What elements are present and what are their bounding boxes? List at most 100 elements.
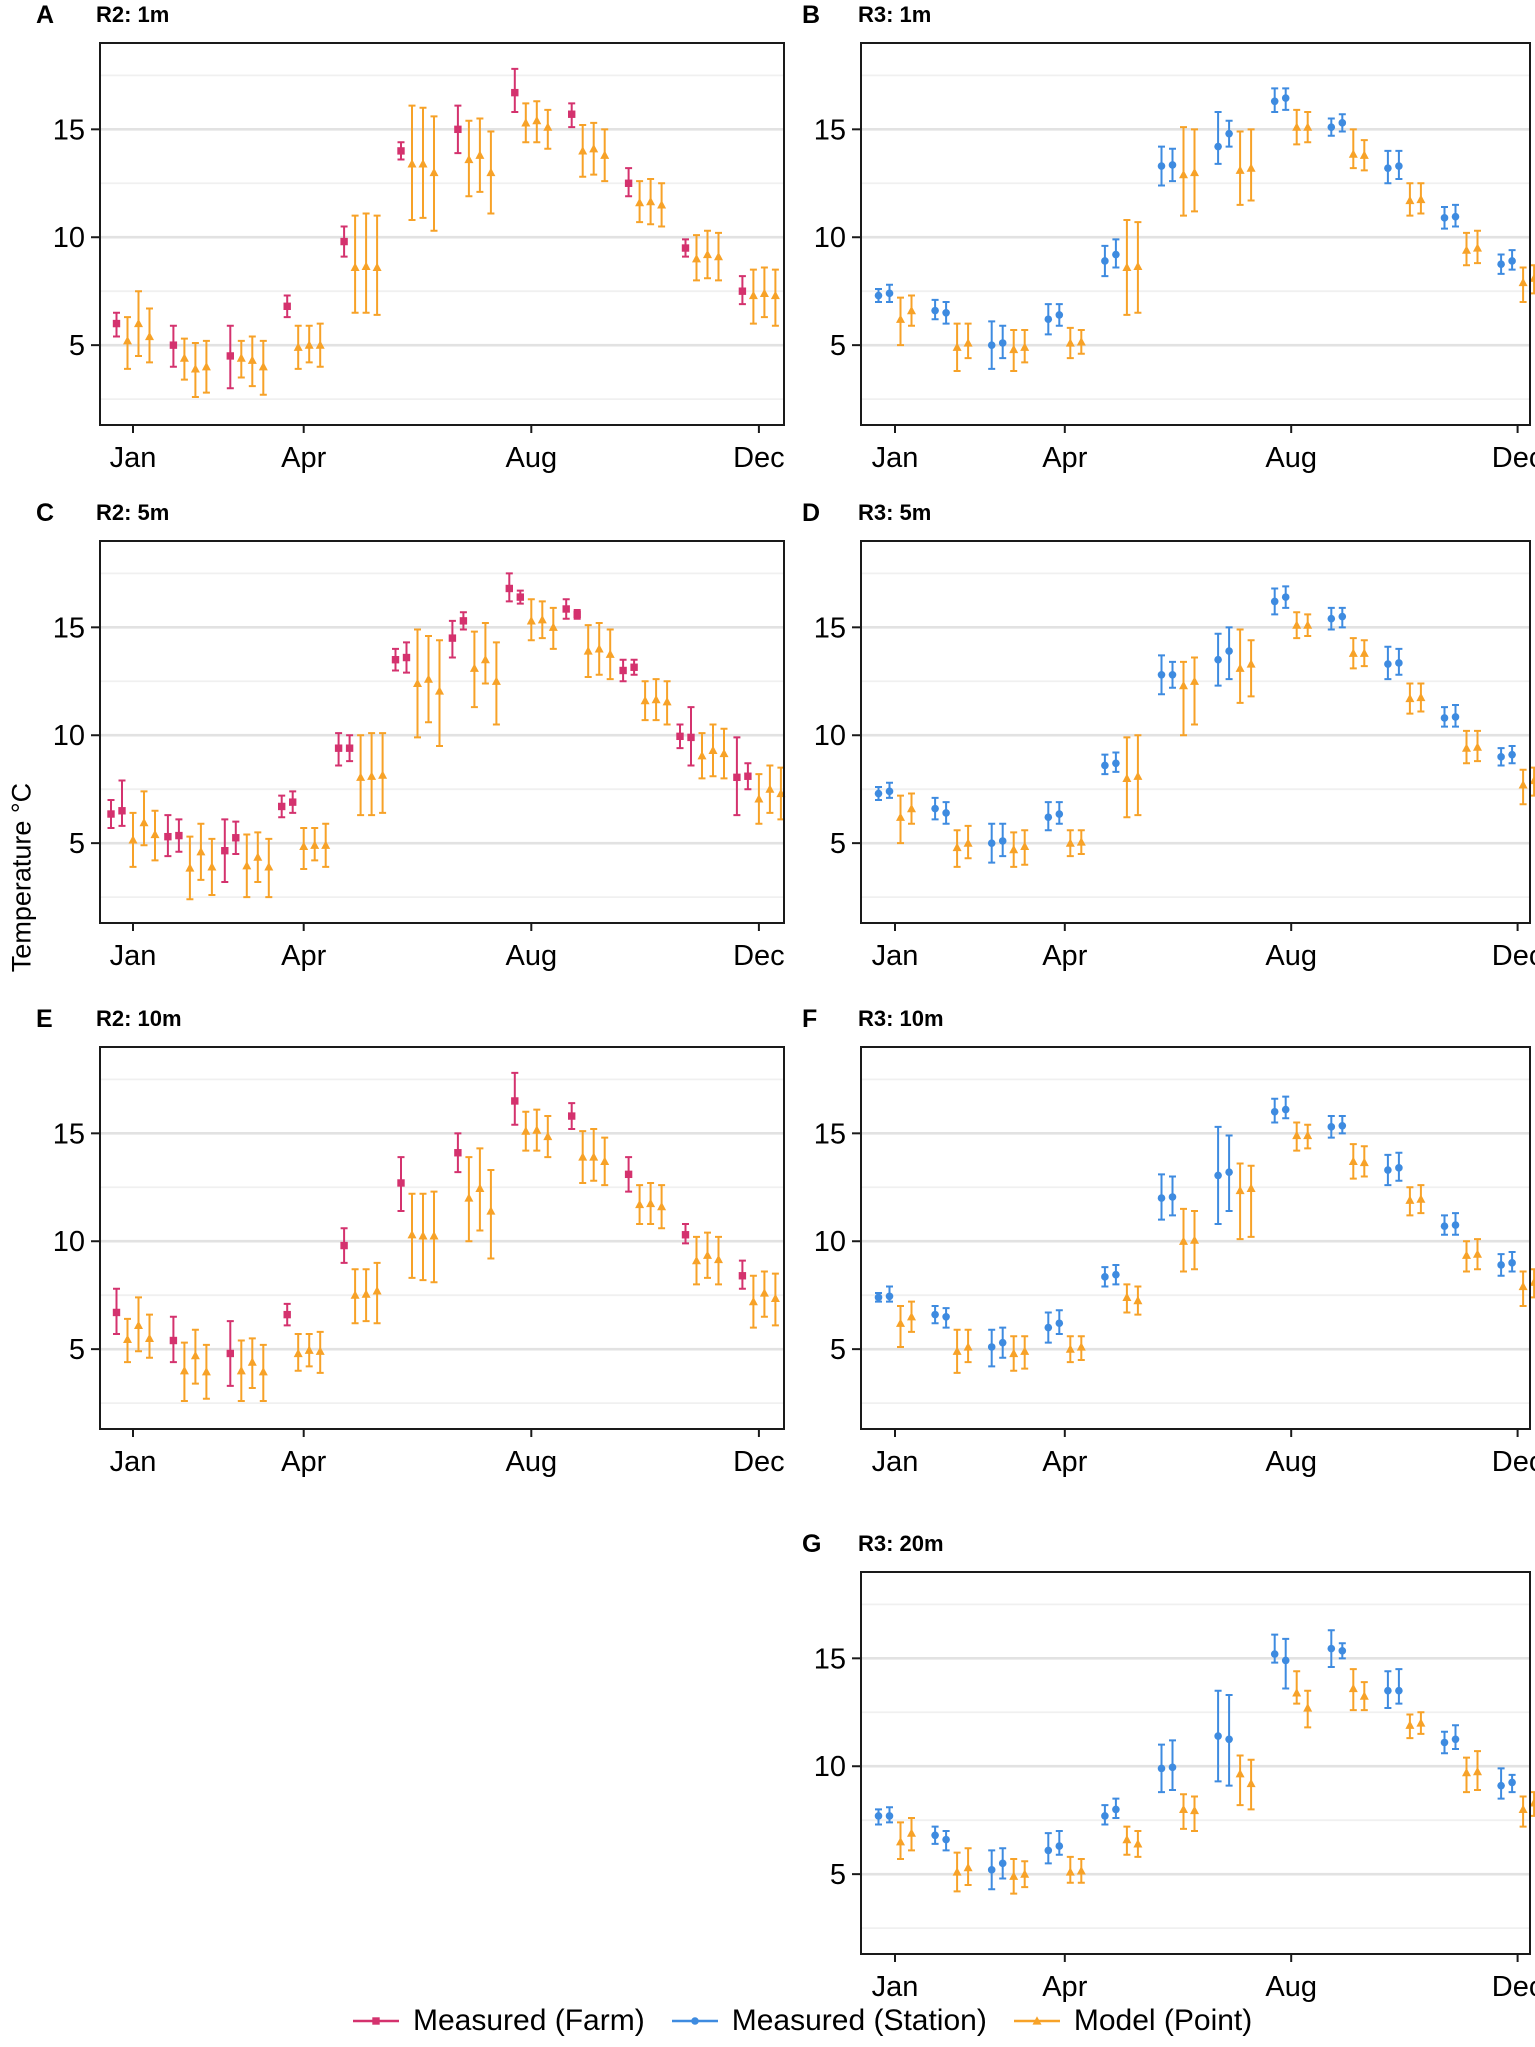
data-point bbox=[605, 628, 615, 681]
triangle-marker bbox=[1416, 194, 1426, 204]
y-tick-label: 5 bbox=[69, 1334, 85, 1366]
data-point bbox=[589, 1128, 599, 1182]
triangle-marker bbox=[407, 1229, 417, 1239]
data-point bbox=[931, 298, 939, 321]
triangle-marker bbox=[578, 1152, 588, 1161]
data-point bbox=[112, 311, 121, 338]
triangle-marker bbox=[475, 150, 485, 159]
data-point bbox=[942, 300, 950, 325]
data-point bbox=[1281, 87, 1290, 111]
y-tick-label: 10 bbox=[53, 720, 85, 752]
data-point bbox=[1190, 128, 1199, 213]
data-point bbox=[1168, 1175, 1177, 1217]
triangle-marker bbox=[963, 1862, 973, 1872]
panel-title-f: R3: 10m bbox=[858, 1006, 944, 1031]
square-marker bbox=[391, 656, 400, 664]
triangle-marker bbox=[1292, 620, 1302, 629]
data-point bbox=[1246, 128, 1256, 202]
data-point bbox=[1235, 1162, 1245, 1241]
data-point bbox=[1518, 1270, 1528, 1307]
triangle-marker bbox=[1405, 693, 1415, 703]
triangle-marker bbox=[651, 694, 661, 704]
circle-marker bbox=[1225, 129, 1233, 138]
triangle-marker bbox=[1473, 243, 1482, 252]
data-point bbox=[1338, 1642, 1347, 1660]
triangle-marker bbox=[532, 115, 542, 125]
circle-marker bbox=[1497, 1261, 1505, 1269]
panel-letter-e: E bbox=[36, 1005, 53, 1033]
circle-marker bbox=[1112, 759, 1120, 768]
triangle-marker bbox=[1133, 261, 1143, 270]
data-point bbox=[1133, 1285, 1143, 1316]
data-point bbox=[714, 1235, 723, 1286]
triangle-marker bbox=[1359, 648, 1369, 657]
circle-marker bbox=[1157, 671, 1166, 679]
triangle-marker bbox=[1065, 338, 1075, 347]
data-point bbox=[754, 773, 764, 825]
square-marker bbox=[681, 244, 690, 252]
triangle-marker bbox=[1246, 659, 1256, 668]
data-point bbox=[1076, 329, 1086, 355]
data-point bbox=[372, 1261, 382, 1325]
error-bar bbox=[1395, 1668, 1403, 1705]
triangle-marker bbox=[242, 861, 252, 870]
data-point bbox=[931, 1825, 939, 1845]
data-point bbox=[459, 611, 468, 631]
x-tick-label: Apr bbox=[281, 940, 326, 972]
triangle-marker bbox=[1009, 1871, 1019, 1880]
circle-marker bbox=[885, 289, 894, 298]
square-marker bbox=[454, 125, 462, 134]
circle-marker bbox=[1451, 212, 1460, 221]
data-point bbox=[334, 732, 343, 767]
data-point bbox=[402, 641, 411, 674]
data-point bbox=[469, 630, 479, 709]
panel-letter-g: G bbox=[802, 1530, 822, 1558]
data-point bbox=[1338, 113, 1347, 133]
circle-marker bbox=[987, 1866, 996, 1874]
triangle-marker bbox=[1020, 841, 1030, 850]
x-tick-label: Apr bbox=[1042, 442, 1087, 474]
circle-marker bbox=[1157, 1194, 1166, 1202]
data-point bbox=[1473, 1750, 1482, 1791]
data-point bbox=[692, 234, 701, 282]
triangle-marker bbox=[1190, 676, 1199, 685]
legend-item-station: Measured (Station) bbox=[671, 2004, 987, 2038]
square-marker bbox=[448, 634, 457, 642]
panel-title-e: R2: 10m bbox=[96, 1006, 182, 1031]
circle-marker bbox=[1055, 1842, 1064, 1850]
data-point bbox=[1440, 206, 1449, 230]
data-point bbox=[874, 1292, 883, 1303]
data-point bbox=[651, 678, 661, 722]
y-tick-label: 5 bbox=[830, 828, 846, 860]
triangle-marker bbox=[703, 249, 712, 259]
circle-marker bbox=[1044, 1846, 1053, 1855]
square-marker bbox=[624, 179, 633, 187]
triangle-marker bbox=[708, 745, 718, 754]
data-point bbox=[1157, 654, 1166, 696]
data-point bbox=[1270, 1097, 1279, 1124]
triangle-marker bbox=[1009, 344, 1019, 354]
circle-marker bbox=[1508, 1778, 1516, 1787]
data-point bbox=[448, 619, 457, 659]
square-marker bbox=[738, 1272, 747, 1280]
error-bar bbox=[1180, 660, 1187, 737]
triangle-marker bbox=[145, 1333, 154, 1342]
circle-marker bbox=[1338, 1646, 1347, 1655]
triangle-marker bbox=[356, 772, 366, 781]
square-marker bbox=[112, 319, 121, 328]
triangle-marker bbox=[1518, 780, 1528, 789]
error-bar bbox=[118, 779, 126, 827]
data-point bbox=[1044, 1832, 1053, 1865]
data-point bbox=[123, 316, 132, 370]
circle-marker bbox=[931, 1831, 939, 1840]
data-point bbox=[1497, 747, 1505, 767]
data-point bbox=[681, 238, 690, 258]
triangle-marker bbox=[907, 305, 916, 315]
x-tick-label: Apr bbox=[1042, 1446, 1087, 1478]
data-point bbox=[1190, 1210, 1199, 1271]
data-point bbox=[464, 119, 474, 198]
data-point bbox=[635, 180, 645, 224]
data-point bbox=[1214, 632, 1222, 687]
triangle-marker bbox=[600, 1156, 610, 1165]
triangle-marker bbox=[247, 1357, 257, 1366]
